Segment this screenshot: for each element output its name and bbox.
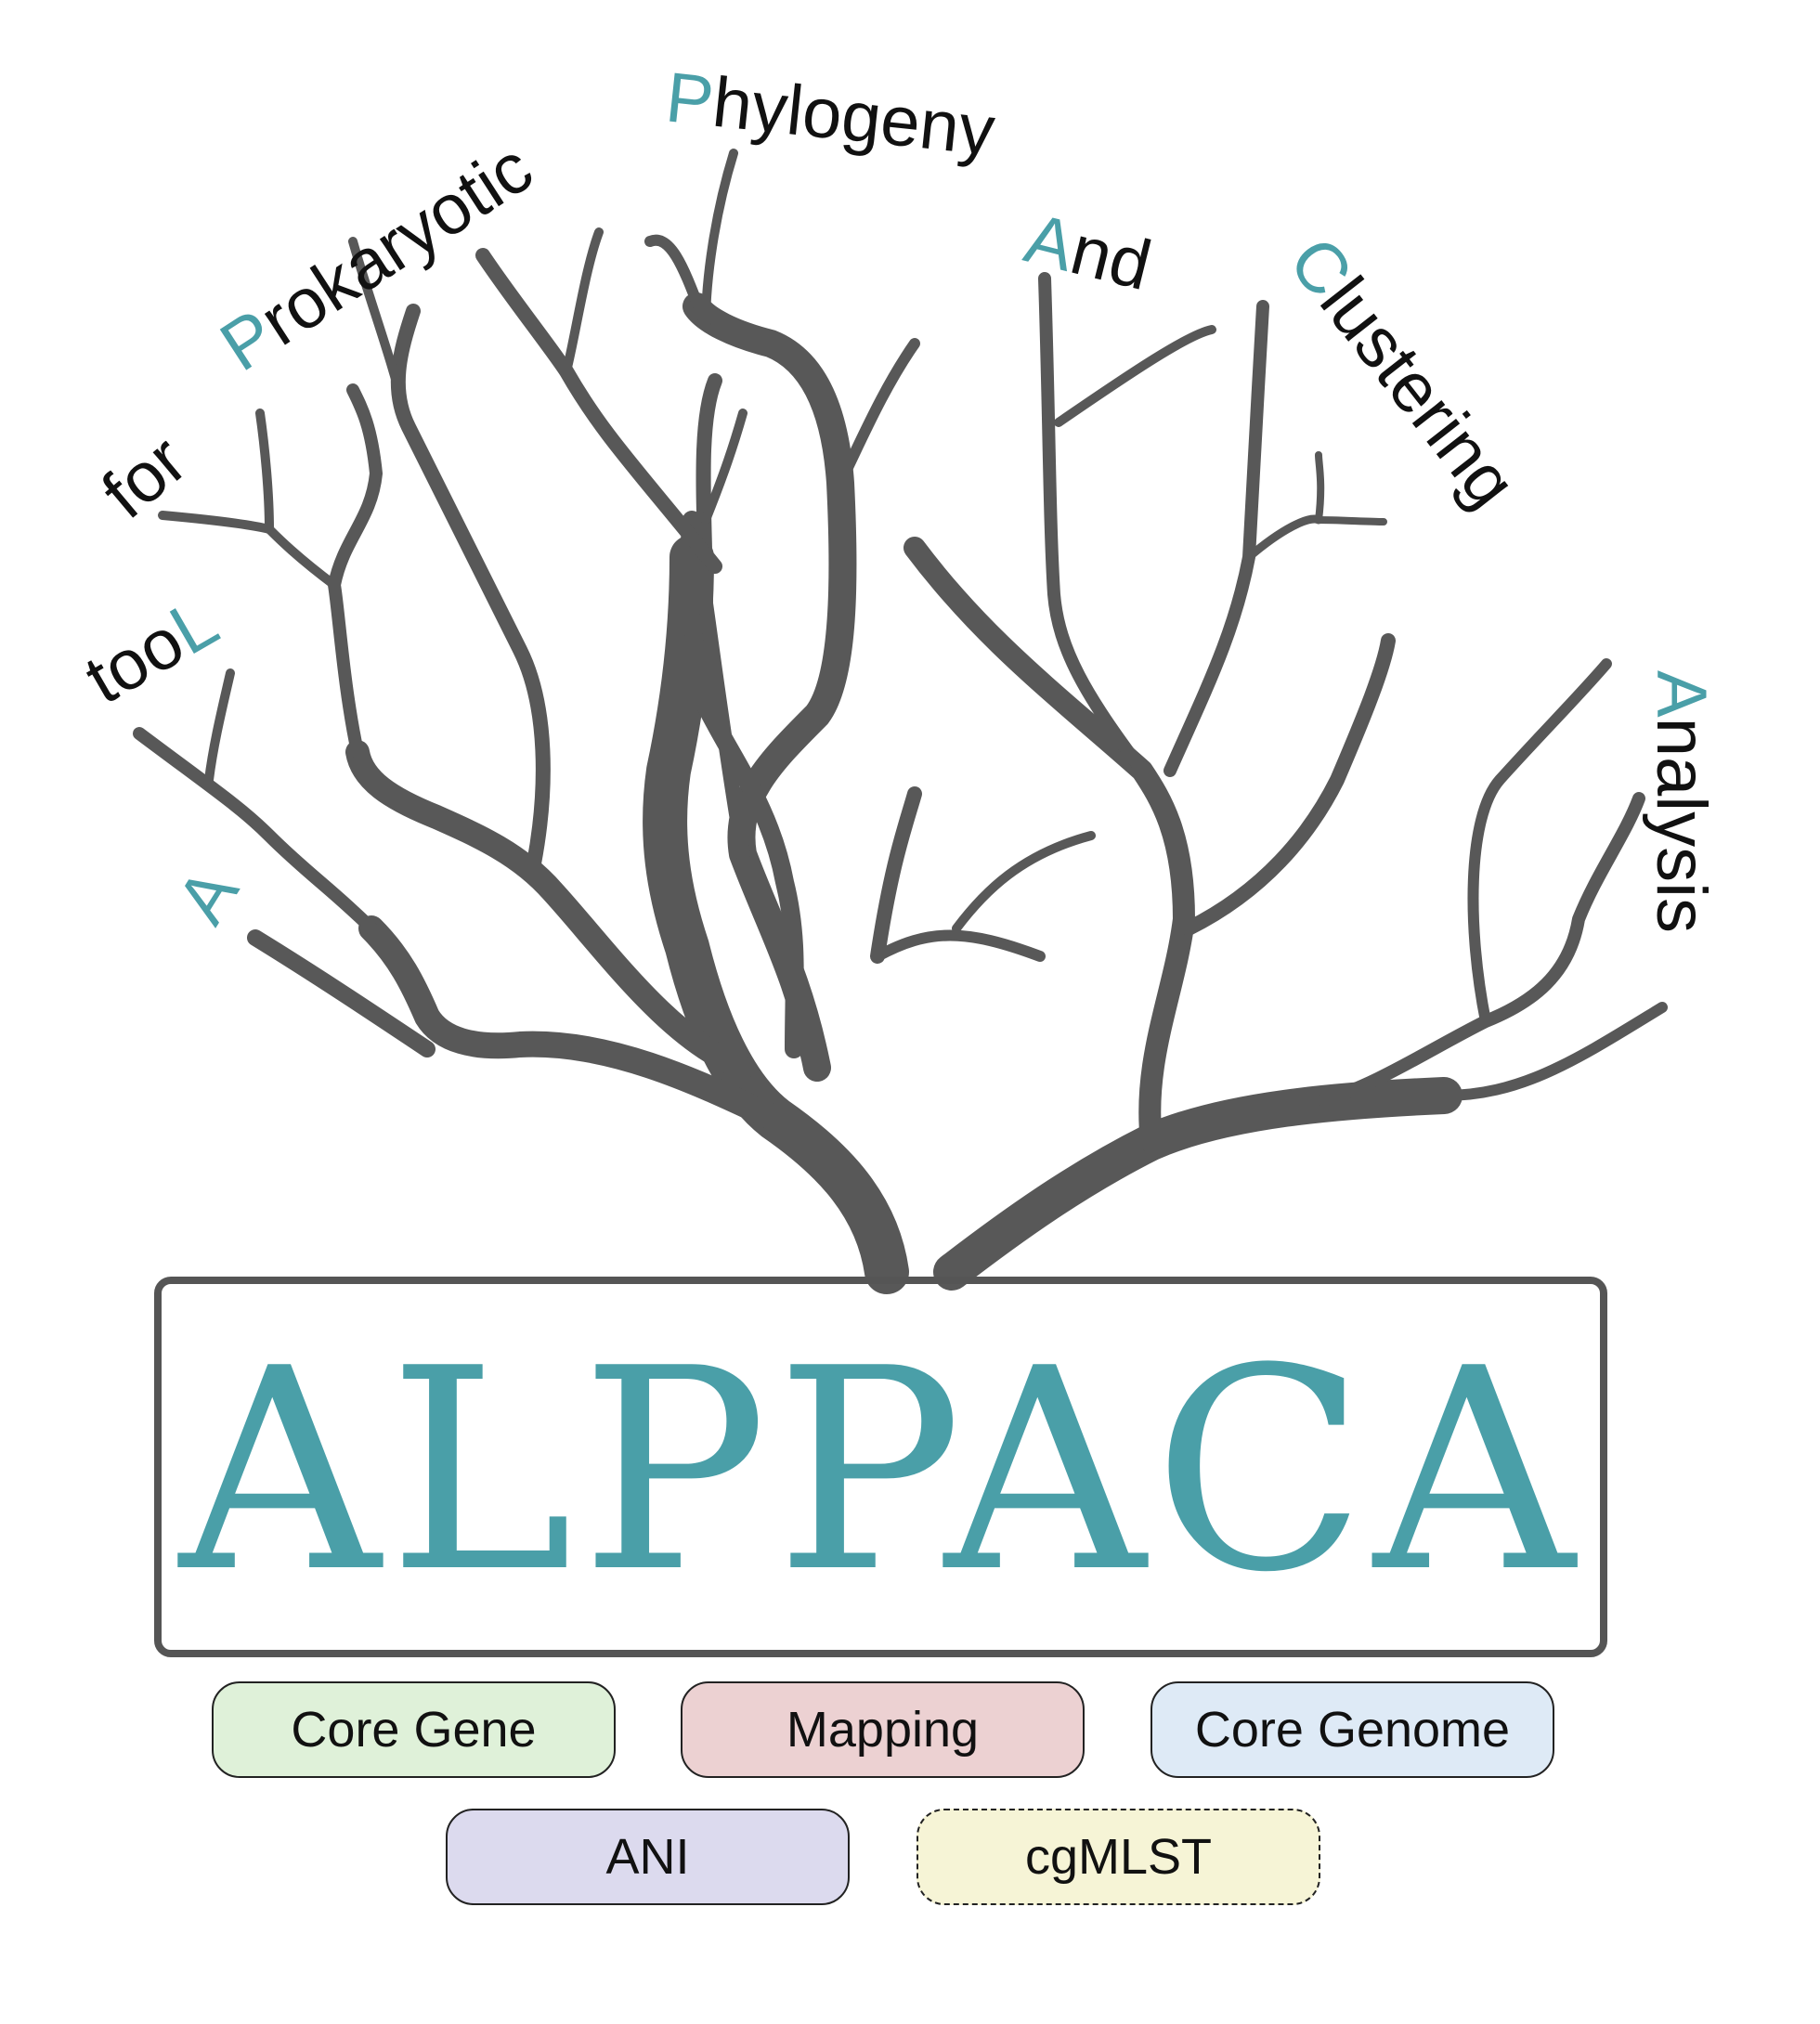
tree-branch xyxy=(390,304,551,871)
tree-branch xyxy=(870,786,922,964)
tree-branch xyxy=(835,338,920,488)
tree-branch xyxy=(562,227,604,376)
tree-branch xyxy=(682,292,857,1082)
tree-branch xyxy=(680,511,804,1058)
tree-branch xyxy=(345,740,755,1080)
tree-branch xyxy=(1054,325,1216,427)
method-mapping: Mapping xyxy=(681,1681,1085,1778)
method-ani: ANI xyxy=(446,1809,850,1905)
tree-branch xyxy=(265,525,339,590)
tree-branch xyxy=(1164,300,1269,777)
tree-branch xyxy=(328,383,383,759)
tree-branch xyxy=(952,831,1096,933)
method-core-genome: Core Genome xyxy=(1150,1681,1554,1778)
tree-branch xyxy=(158,511,274,534)
word-analysis: Analysis xyxy=(1642,670,1721,933)
tree-branch xyxy=(1438,1002,1668,1101)
word-clustering: Clustering xyxy=(1274,223,1532,522)
logo-title: ALPPACA xyxy=(179,1309,1582,1633)
tree-branch xyxy=(133,727,378,935)
tree-branch xyxy=(475,248,722,574)
word-tool: tooL xyxy=(72,582,231,720)
tree-branch xyxy=(247,929,436,1057)
tree-branch xyxy=(204,668,235,785)
tree-branch xyxy=(1317,792,1645,1107)
tree-branch xyxy=(1315,516,1387,525)
tree-branch xyxy=(1467,658,1612,1027)
tree-branch xyxy=(872,929,1046,962)
tree-branch xyxy=(643,535,909,1294)
tree-branch xyxy=(701,409,748,525)
tree-branch xyxy=(1038,272,1149,777)
tree-branch xyxy=(701,149,738,330)
tree-branch xyxy=(696,373,750,862)
tree-branch xyxy=(644,234,711,331)
word-a: A xyxy=(162,855,254,937)
tree-branch xyxy=(1244,514,1323,562)
method-core-gene: Core Gene xyxy=(212,1681,616,1778)
tree-branch xyxy=(1181,633,1396,936)
word-phylogeny: Phylogeny xyxy=(662,58,998,171)
title-box: ALPPACA xyxy=(154,1277,1607,1657)
method-cgmlst: cgMLST xyxy=(916,1809,1320,1905)
tree-branch xyxy=(933,1077,1462,1291)
tree-branch xyxy=(1315,451,1325,524)
tree-branch xyxy=(904,537,1195,1153)
word-prokaryotic: Prokaryotic xyxy=(207,128,546,386)
tree-branch xyxy=(255,409,274,534)
tree-branch xyxy=(348,237,413,432)
tree-branch xyxy=(358,915,788,1132)
tree-branches xyxy=(133,149,1668,1294)
